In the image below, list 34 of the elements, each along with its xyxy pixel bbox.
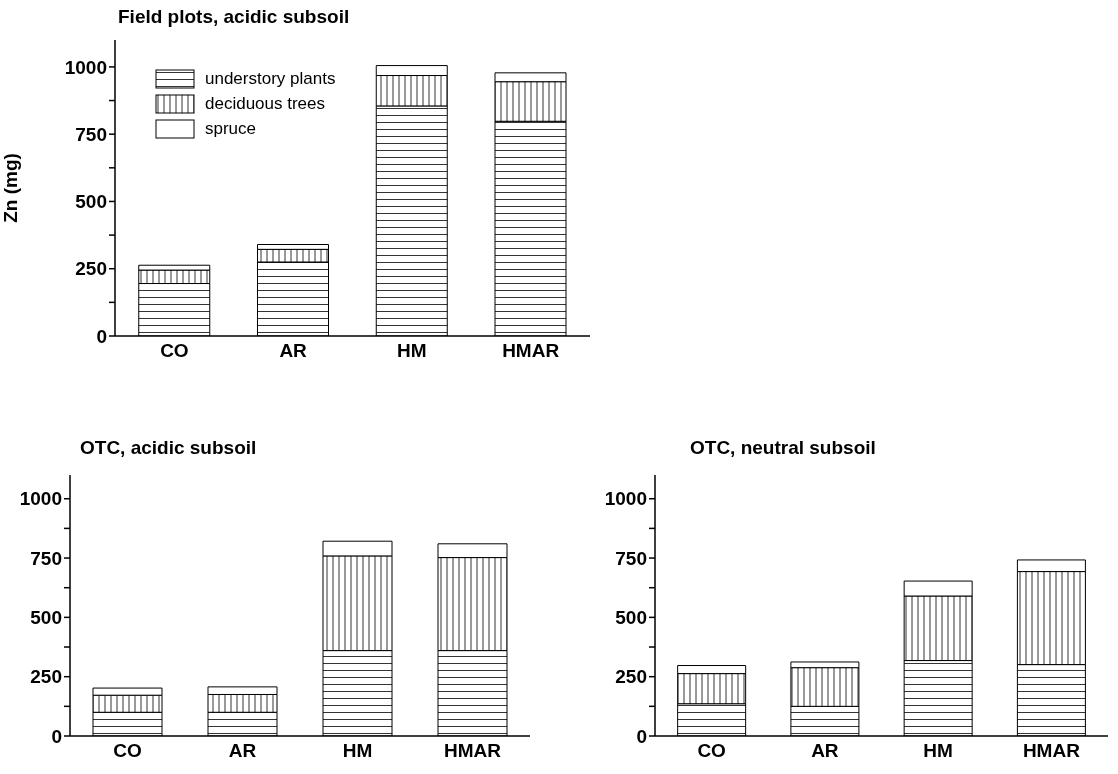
x-tick-label: AR <box>811 740 839 762</box>
y-tick-label: 500 <box>75 191 107 213</box>
y-tick-label: 1000 <box>604 488 647 510</box>
legend-label: spruce <box>204 117 258 140</box>
y-tick-label: 0 <box>51 725 62 747</box>
y-tick-label: 250 <box>30 666 62 688</box>
y-tick-label: 250 <box>75 258 107 280</box>
y-axis-title: Zn (mg) <box>0 153 21 223</box>
x-tick-label: CO <box>113 740 142 762</box>
y-tick-label: 750 <box>30 547 62 569</box>
y-tick-label: 750 <box>615 547 647 569</box>
x-tick-label: CO <box>160 340 189 362</box>
x-tick-label: HM <box>397 340 427 362</box>
x-tick-label: AR <box>279 340 308 362</box>
x-tick-label: HM <box>923 740 953 762</box>
chart-title: OTC, acidic subsoil <box>80 437 257 459</box>
x-tick-label: HMAR <box>1022 740 1081 762</box>
y-tick-label: 500 <box>30 607 62 629</box>
y-tick-label: 500 <box>615 607 647 629</box>
y-tick-label: 1000 <box>19 488 62 510</box>
x-tick-label: HMAR <box>444 740 502 762</box>
y-tick-label: 0 <box>636 725 647 747</box>
y-tick-label: 0 <box>96 325 107 347</box>
x-tick-label: HMAR <box>502 340 560 362</box>
x-tick-label: CO <box>697 740 726 762</box>
x-tick-label: HM <box>342 740 373 762</box>
x-tick-label: AR <box>228 740 257 762</box>
legend-label: deciduous trees <box>204 92 327 115</box>
legend-label: understory plants <box>204 67 336 90</box>
y-tick-label: 250 <box>615 666 647 688</box>
chart-title: Field plots, acidic subsoil <box>118 6 350 28</box>
y-tick-label: 750 <box>75 123 107 145</box>
chart-title: OTC, neutral subsoil <box>690 437 876 459</box>
y-tick-label: 1000 <box>64 56 107 78</box>
